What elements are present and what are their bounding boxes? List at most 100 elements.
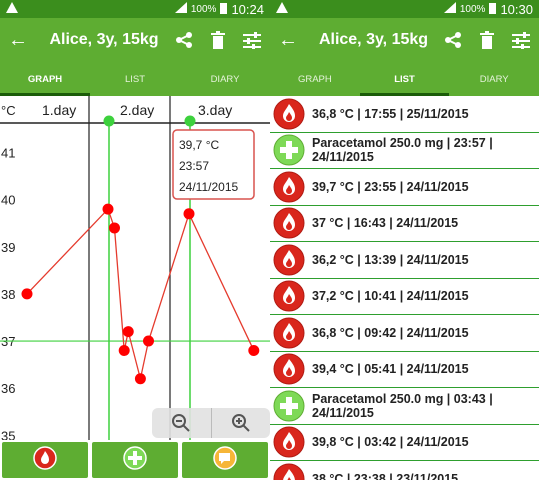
toolbar-title: Alice, 3y, 15kg: [318, 31, 429, 48]
warning-icon: [6, 2, 18, 16]
flame-icon: [272, 425, 306, 459]
delete-icon[interactable]: [477, 30, 497, 50]
tooltip-text: 24/11/2015: [179, 180, 238, 194]
share-icon[interactable]: [174, 30, 194, 50]
tab-list[interactable]: LIST: [124, 73, 146, 85]
temperature-data-point: [183, 208, 195, 220]
list-item[interactable]: 36,2 °C | 13:39 | 24/11/2015: [270, 242, 539, 279]
list-item-text: 36,8 °C | 09:42 | 24/11/2015: [312, 325, 469, 340]
signal-icon: [443, 2, 456, 16]
battery-percent: 100%: [459, 3, 486, 15]
list-item[interactable]: 36,8 °C | 09:42 | 24/11/2015: [270, 315, 539, 352]
list-item-text: 38 °C | 23:38 | 23/11/2015: [312, 471, 459, 480]
list-item[interactable]: 39,4 °C | 05:41 | 24/11/2015: [270, 352, 539, 388]
y-axis-label: °C: [1, 103, 16, 118]
list-item-text: 37,2 °C | 10:41 | 24/11/2015: [312, 289, 469, 304]
zoom-out-icon[interactable]: [152, 408, 211, 438]
tab-diary[interactable]: DIARY: [210, 73, 240, 85]
y-tick-label: 40: [1, 193, 15, 208]
list-item[interactable]: 37 °C | 16:43 | 24/11/2015: [270, 206, 539, 242]
data-tooltip: [172, 129, 255, 200]
toolbar: ← Alice, 3y, 15kg: [270, 18, 539, 62]
day-label: 3.day: [198, 102, 232, 118]
warning-icon: [276, 2, 288, 16]
temperature-data-point: [122, 326, 134, 338]
plus-icon: [272, 389, 306, 423]
plus-icon: [123, 445, 147, 475]
tab-bar: GRAPH LIST DIARY: [270, 62, 539, 96]
toolbar: ← Alice, 3y, 15kg: [0, 18, 270, 62]
add-temperature-button[interactable]: [2, 442, 88, 478]
back-arrow-icon[interactable]: ←: [8, 28, 28, 51]
tooltip-text: 39,7 °C: [179, 138, 219, 152]
toolbar-title: Alice, 3y, 15kg: [49, 31, 159, 48]
list-item[interactable]: 38 °C | 23:38 | 23/11/2015: [270, 461, 539, 480]
battery-icon: [489, 2, 497, 17]
flame-icon: [272, 170, 306, 204]
tab-bar: GRAPH LIST DIARY: [0, 62, 270, 96]
tab-graph[interactable]: GRAPH: [0, 62, 90, 96]
flame-icon: [272, 279, 306, 313]
y-tick-label: 35: [1, 428, 15, 440]
list-item[interactable]: 39,7 °C | 23:55 | 24/11/2015: [270, 169, 539, 206]
status-bar: 100% 10:24: [0, 0, 270, 18]
list-item-text: 39,8 °C | 03:42 | 24/11/2015: [312, 435, 469, 450]
notebook-icon: [213, 445, 237, 475]
bottom-action-bar: [0, 440, 270, 480]
delete-icon[interactable]: [208, 30, 228, 50]
graph-screen: 100% 10:24 ← Alice, 3y, 15kg GRAPH LIST …: [0, 0, 270, 480]
share-icon[interactable]: [443, 30, 463, 50]
entries-list[interactable]: 36,8 °C | 17:55 | 25/11/2015 Paracetamol …: [270, 96, 539, 480]
medication-marker-point: [184, 115, 196, 127]
battery-percent: 100%: [190, 3, 217, 15]
list-item[interactable]: Paracetamol 250.0 mg | 03:43 | 24/11/201…: [270, 388, 539, 425]
zoom-in-icon[interactable]: [210, 408, 271, 438]
flame-icon: [33, 445, 57, 475]
flame-icon: [272, 462, 306, 480]
temperature-data-point: [102, 203, 114, 215]
list-item[interactable]: Paracetamol 250.0 mg | 23:57 | 24/11/201…: [270, 133, 539, 169]
battery-icon: [220, 2, 228, 17]
list-item-text: Paracetamol 250.0 mg | 23:57 | 24/11/201…: [312, 136, 493, 165]
list-item-text: Paracetamol 250.0 mg | 03:43 | 24/11/201…: [312, 391, 493, 420]
tab-graph[interactable]: GRAPH: [297, 73, 332, 85]
plus-icon: [272, 133, 306, 167]
temperature-data-point: [21, 288, 33, 300]
temperature-data-point: [134, 373, 146, 385]
y-tick-label: 41: [1, 146, 15, 161]
filter-settings-icon[interactable]: [242, 30, 262, 50]
add-diary-button[interactable]: [182, 442, 268, 478]
status-time: 10:24: [231, 1, 264, 17]
flame-icon: [272, 206, 306, 240]
filter-settings-icon[interactable]: [511, 30, 531, 50]
tab-list[interactable]: LIST: [359, 62, 450, 96]
flame-icon: [272, 352, 306, 386]
flame-icon: [272, 243, 306, 277]
flame-icon: [272, 97, 306, 131]
list-item[interactable]: 39,8 °C | 03:42 | 24/11/2015: [270, 425, 539, 461]
list-item-text: 37 °C | 16:43 | 24/11/2015: [312, 216, 459, 231]
zoom-controls: [152, 408, 270, 438]
day-label: 1.day: [42, 102, 76, 118]
list-item-text: 36,8 °C | 17:55 | 25/11/2015: [312, 106, 469, 121]
status-bar: 100% 10:30: [270, 0, 539, 18]
temperature-data-point: [118, 344, 130, 356]
list-screen: 100% 10:30 ← Alice, 3y, 15kg GRAPH LIST …: [270, 0, 539, 480]
list-item-text: 39,4 °C | 05:41 | 24/11/2015: [312, 362, 469, 377]
status-time: 10:30: [500, 1, 533, 17]
list-item-text: 36,2 °C | 13:39 | 24/11/2015: [312, 252, 469, 267]
list-item[interactable]: 36,8 °C | 17:55 | 25/11/2015: [270, 96, 539, 133]
signal-icon: [174, 2, 187, 16]
list-item[interactable]: 37,2 °C | 10:41 | 24/11/2015: [270, 279, 539, 315]
back-arrow-icon[interactable]: ←: [278, 28, 298, 51]
temperature-series-line: [26, 207, 255, 379]
day-label: 2.day: [120, 102, 154, 118]
tab-diary[interactable]: DIARY: [479, 73, 509, 85]
y-tick-label: 36: [1, 381, 15, 396]
add-medication-button[interactable]: [92, 442, 178, 478]
flame-icon: [272, 316, 306, 350]
temperature-data-point: [143, 335, 154, 347]
medication-marker-point: [103, 115, 115, 127]
temperature-data-point: [248, 344, 260, 356]
